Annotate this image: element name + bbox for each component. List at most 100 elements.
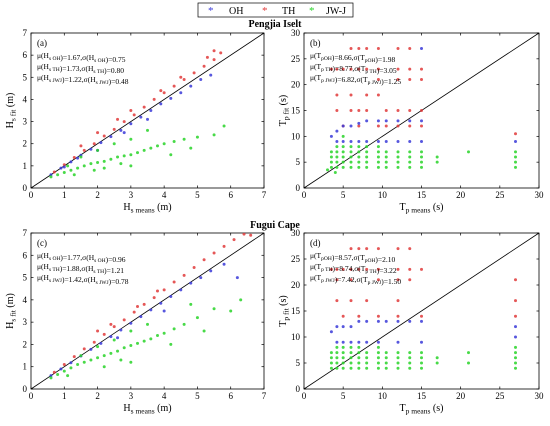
- point-oh: [384, 319, 388, 323]
- point-jwj: [112, 338, 116, 342]
- point-th: [365, 93, 369, 97]
- point-jwj: [239, 298, 243, 302]
- point-th: [365, 109, 369, 112]
- point-th: [357, 247, 361, 251]
- point-oh: [376, 340, 380, 344]
- point-th: [92, 142, 96, 146]
- x-tick-label: 0: [302, 190, 307, 200]
- point-jwj: [102, 354, 106, 358]
- point-jwj: [349, 366, 353, 370]
- point-th: [129, 109, 133, 112]
- y-tick-label: 5: [23, 273, 28, 283]
- point-oh: [69, 361, 73, 365]
- point-th: [172, 280, 176, 284]
- point-th: [420, 267, 423, 271]
- points-c: [49, 233, 253, 380]
- point-jwj: [341, 351, 345, 355]
- legend-entry-oh: * OH: [208, 5, 243, 17]
- stat-text: μ(: [37, 251, 44, 260]
- point-jwj: [365, 356, 369, 360]
- point-jwj: [229, 309, 233, 313]
- point-jwj: [365, 366, 369, 370]
- point-th: [335, 299, 339, 303]
- y-tick-label: 0: [296, 384, 301, 394]
- point-jwj: [376, 160, 380, 164]
- x-tick-label: 7: [262, 391, 267, 401]
- point-jwj: [335, 351, 339, 355]
- point-jwj: [396, 165, 400, 169]
- stat-text: T: [317, 273, 322, 282]
- x-tick-label: 0: [29, 391, 34, 401]
- point-th: [249, 233, 253, 237]
- stat-text: μ(: [37, 273, 44, 282]
- point-jwj: [376, 366, 380, 370]
- point-jwj: [420, 356, 423, 360]
- point-jwj: [357, 356, 361, 360]
- y-axis-label-c: Hs fit (m): [5, 293, 18, 329]
- y-tick-label: 3: [23, 117, 28, 127]
- point-th: [376, 47, 380, 50]
- legend-marker-th: *: [262, 5, 268, 17]
- stat-text: )=8.74,σ(: [332, 264, 361, 273]
- point-oh: [162, 309, 166, 313]
- point-jwj: [341, 145, 345, 149]
- point-jwj: [365, 145, 369, 149]
- point-jwj: [155, 334, 159, 338]
- x-tick-label: 2: [95, 391, 100, 401]
- point-jwj: [329, 150, 333, 154]
- point-th: [132, 310, 136, 314]
- point-th: [420, 109, 423, 112]
- legend-box: [197, 2, 354, 18]
- stat-subscript: s JWJ: [96, 80, 110, 86]
- point-oh: [335, 340, 339, 344]
- point-th: [122, 318, 126, 322]
- point-th: [335, 109, 339, 112]
- point-jwj: [329, 155, 333, 159]
- point-th: [396, 109, 400, 112]
- point-th: [112, 325, 116, 329]
- x-tick-label: 30: [535, 190, 545, 200]
- point-jwj: [96, 148, 100, 152]
- point-jwj: [408, 160, 412, 164]
- point-jwj: [142, 148, 146, 152]
- point-oh: [396, 140, 400, 143]
- point-th: [62, 163, 66, 167]
- y-tick-label: 20: [291, 80, 301, 90]
- point-oh: [341, 124, 345, 128]
- point-th: [349, 47, 353, 50]
- stat-text: T: [361, 64, 366, 73]
- stat-annotation: μ(Tp JWJ)=6.82,σ(Tp JWJ)=1.25: [310, 73, 401, 86]
- stat-text: )=1.50: [381, 277, 401, 286]
- point-th: [349, 278, 353, 282]
- point-oh: [349, 340, 353, 344]
- panel-label-a: (a): [37, 38, 47, 48]
- point-oh: [209, 73, 213, 77]
- point-th: [72, 355, 76, 359]
- y-axis-label-part: s fit: [9, 309, 18, 321]
- legend-label-th: TH: [282, 6, 295, 17]
- point-oh: [384, 119, 388, 123]
- point-th: [408, 124, 412, 128]
- point-jwj: [195, 316, 199, 320]
- point-oh: [357, 121, 361, 125]
- stat-subscript: s OH: [49, 56, 60, 62]
- point-jwj: [357, 351, 361, 355]
- x-axis-label-part: s means: [131, 407, 155, 416]
- point-oh: [341, 325, 345, 329]
- stat-text: μ(: [37, 73, 44, 82]
- point-th: [408, 67, 412, 71]
- x-tick-label: 1: [62, 190, 67, 200]
- point-jwj: [514, 165, 517, 169]
- point-jwj: [212, 133, 216, 137]
- point-jwj: [335, 160, 339, 164]
- stat-text: μ(: [310, 262, 317, 271]
- stat-subscript: p JWJ: [321, 278, 335, 284]
- point-oh: [199, 78, 203, 81]
- point-th: [408, 247, 412, 251]
- legend-marker-jwj: *: [309, 5, 315, 17]
- point-jwj: [142, 339, 146, 343]
- point-th: [349, 267, 353, 271]
- point-th: [96, 329, 100, 333]
- stat-subscript: s TH: [93, 69, 104, 75]
- point-th: [242, 233, 246, 236]
